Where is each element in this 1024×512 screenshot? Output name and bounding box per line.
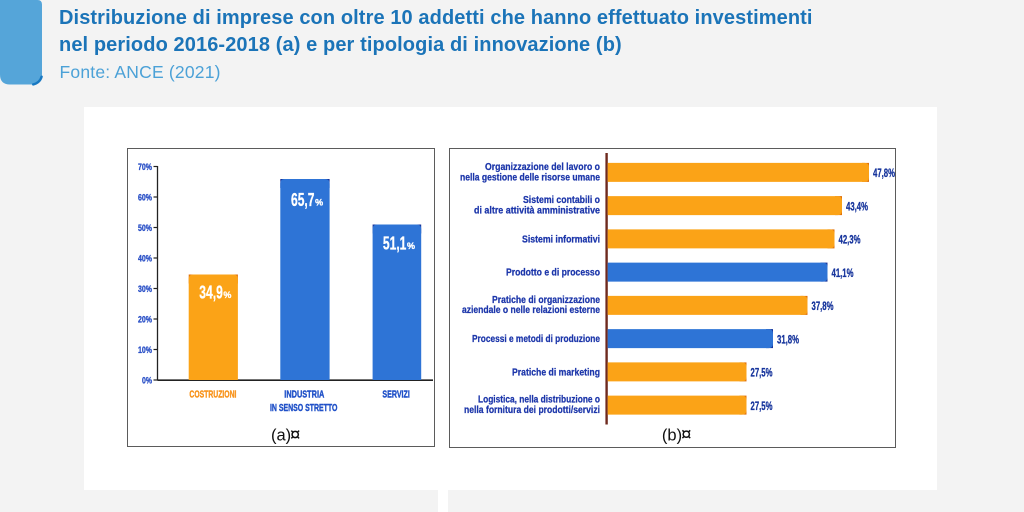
svg-text:50%: 50% (138, 223, 152, 234)
svg-text:(b): (b) (662, 427, 682, 445)
svg-text:37,8%: 37,8% (812, 299, 834, 313)
svg-text:10%: 10% (138, 345, 152, 356)
svg-text:70%: 70% (138, 162, 152, 173)
svg-text:47,8%: 47,8% (873, 166, 895, 180)
svg-text:Organizzazione del lavoro o: Organizzazione del lavoro o (485, 162, 600, 173)
svg-text:34,9: 34,9 (199, 283, 223, 303)
svg-text:Processi e metodi di produzion: Processi e metodi di produzione (472, 334, 600, 345)
svg-text:nella fornitura dei prodotti/s: nella fornitura dei prodotti/servizi (464, 405, 600, 416)
svg-text:65,7: 65,7 (291, 190, 315, 210)
svg-text:(a): (a) (271, 427, 291, 445)
svg-text:di altre attività amministrati: di altre attività amministrative (474, 205, 600, 216)
svg-text:20%: 20% (138, 314, 152, 325)
svg-text:nella gestione delle risorse u: nella gestione delle risorse umane (460, 172, 600, 183)
svg-text:COSTRUZIONI: COSTRUZIONI (189, 390, 236, 401)
svg-text:43,4%: 43,4% (846, 199, 868, 213)
svg-text:0%: 0% (142, 375, 152, 386)
svg-text:IN SENSO STRETTO: IN SENSO STRETTO (270, 403, 338, 414)
svg-text:Prodotto e di processo: Prodotto e di processo (506, 268, 600, 279)
svg-text:27,5%: 27,5% (751, 399, 773, 413)
svg-text:41,1%: 41,1% (832, 266, 854, 280)
svg-text:30%: 30% (138, 284, 152, 295)
svg-text:%: % (315, 198, 323, 208)
svg-text:Sistemi contabili o: Sistemi contabili o (523, 195, 600, 206)
svg-text:Pratiche di organizzazione: Pratiche di organizzazione (492, 295, 600, 306)
svg-text:27,5%: 27,5% (751, 366, 773, 380)
svg-text:SERVIZI: SERVIZI (382, 390, 410, 401)
svg-text:%: % (223, 290, 231, 300)
svg-text:aziendale o nelle relazioni es: aziendale o nelle relazioni esterne (462, 305, 600, 316)
svg-text:Pratiche di marketing: Pratiche di marketing (512, 368, 600, 379)
svg-text:Sistemi informativi: Sistemi informativi (522, 235, 600, 246)
svg-text:42,3%: 42,3% (839, 233, 861, 247)
svg-text:%: % (407, 241, 415, 251)
svg-text:31,8%: 31,8% (777, 332, 799, 346)
svg-text:51,1: 51,1 (383, 234, 407, 254)
svg-text:60%: 60% (138, 192, 152, 203)
svg-text:40%: 40% (138, 253, 152, 264)
svg-text:Logistica, nella distribuzione: Logistica, nella distribuzione o (478, 395, 600, 406)
svg-text:INDUSTRIA: INDUSTRIA (284, 390, 324, 401)
